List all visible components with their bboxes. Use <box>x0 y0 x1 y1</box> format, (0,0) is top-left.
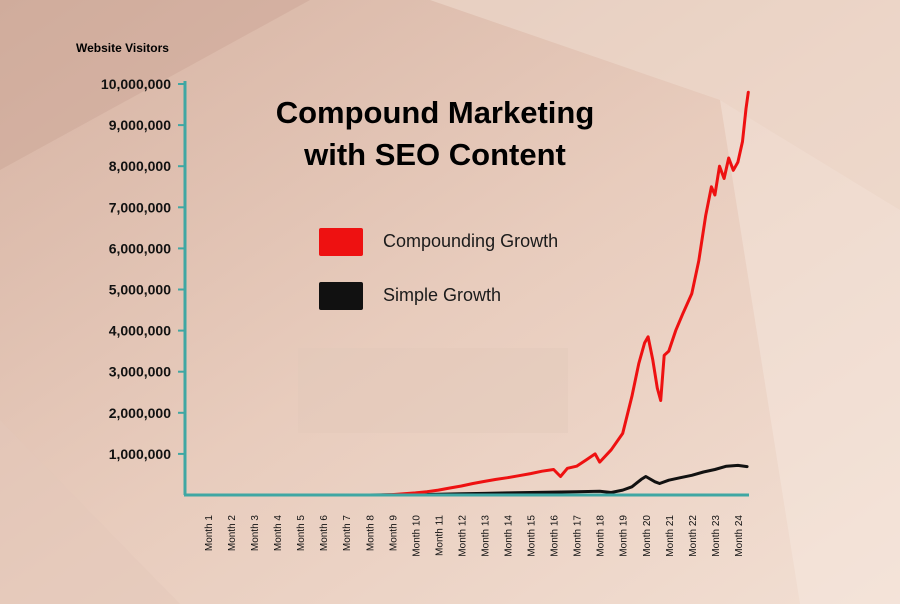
x-tick-label: Month 11 <box>434 515 445 556</box>
chart-title: Compound Marketing with SEO Content <box>230 92 640 176</box>
legend-label-simple: Simple Growth <box>383 285 502 305</box>
y-tick-label: 4,000,000 <box>109 323 171 339</box>
y-tick-label: 5,000,000 <box>109 282 171 298</box>
y-tick-label: 9,000,000 <box>109 117 171 133</box>
x-tick-label: Month 7 <box>342 515 353 552</box>
x-tick-label: Month 2 <box>227 515 238 552</box>
x-tick-label: Month 22 <box>688 515 699 557</box>
y-tick-label: 6,000,000 <box>109 240 171 256</box>
y-tick-label: 10,000,000 <box>101 76 171 92</box>
y-tick-group: 1,000,000 2,000,000 3,000,000 4,000,000 5,00… <box>101 76 185 462</box>
x-tick-label: Month 4 <box>273 515 284 552</box>
legend-swatch-compounding <box>319 228 363 256</box>
x-tick-label: Month 10 <box>411 515 422 557</box>
y-axis-label: Website Visitors <box>76 41 169 55</box>
x-tick-label: Month 23 <box>711 515 722 557</box>
chart-title-line-2: with SEO Content <box>304 137 566 172</box>
x-tick-group: Month 1 Month 2 Month 3 Month 4 Month 5 Month… <box>204 515 745 557</box>
series-line-compounding <box>379 90 750 497</box>
y-tick-label: 7,000,000 <box>109 199 171 215</box>
x-tick-label: Month 18 <box>596 515 607 557</box>
y-tick-label: 3,000,000 <box>109 364 171 380</box>
y-tick-label: 2,000,000 <box>109 405 171 421</box>
x-tick-label: Month 17 <box>573 515 584 557</box>
x-tick-label: Month 12 <box>457 515 468 557</box>
x-tick-label: Month 15 <box>527 515 538 557</box>
x-tick-label: Month 3 <box>250 515 261 552</box>
x-tick-label: Month 8 <box>365 515 376 552</box>
x-tick-label: Month 13 <box>480 515 491 557</box>
x-tick-label: Month 16 <box>550 515 561 557</box>
x-tick-label: Month 21 <box>665 515 676 557</box>
y-tick-label: 1,000,000 <box>109 446 171 462</box>
x-tick-label: Month 19 <box>619 515 630 557</box>
x-tick-label: Month 6 <box>319 515 330 552</box>
x-tick-label: Month 5 <box>296 515 307 552</box>
x-tick-label: Month 9 <box>388 515 399 552</box>
x-tick-label: Month 14 <box>504 515 515 557</box>
x-tick-label: Month 1 <box>204 515 215 552</box>
x-tick-label: Month 20 <box>642 515 653 557</box>
legend-label-compounding: Compounding Growth <box>383 231 559 251</box>
chart-title-line-1: Compound Marketing <box>275 95 595 130</box>
y-tick-label: 8,000,000 <box>109 158 171 174</box>
legend-swatch-simple <box>319 282 363 310</box>
x-tick-label: Month 24 <box>734 515 745 557</box>
